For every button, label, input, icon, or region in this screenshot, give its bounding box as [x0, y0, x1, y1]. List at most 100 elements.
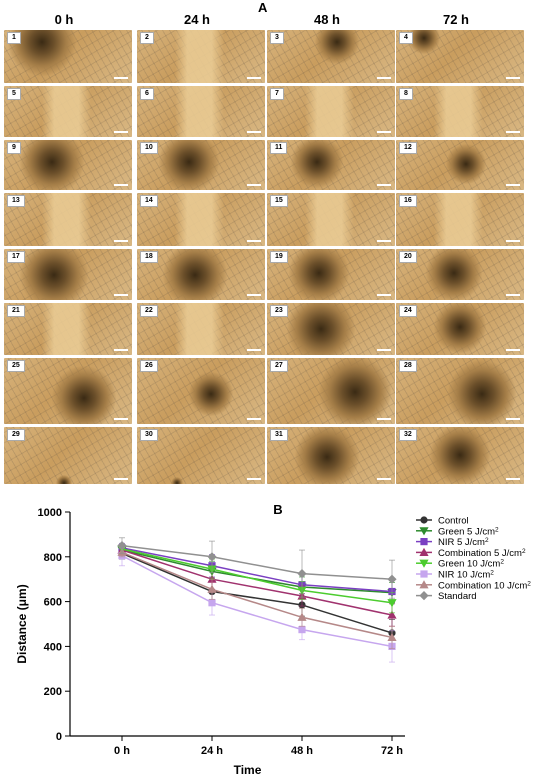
legend-label: Combination 10 J/cm2	[438, 580, 531, 592]
scratch-gap	[434, 193, 484, 246]
scale-bar	[506, 240, 520, 242]
tile-number: 23	[270, 305, 288, 317]
tile-number: 3	[270, 32, 284, 44]
y-axis-label: Distance (μm)	[15, 584, 29, 663]
scratch-center-spot	[446, 144, 486, 184]
micrograph-tile: 8	[396, 86, 524, 137]
legend-label: NIR 10 J/cm2	[438, 569, 494, 581]
scale-bar	[247, 294, 261, 296]
scale-bar	[114, 294, 128, 296]
y-tick-label: 0	[56, 731, 62, 743]
scratch-gap	[175, 303, 225, 355]
scratch-gap	[175, 30, 225, 83]
data-point	[387, 599, 397, 608]
series-line	[121, 544, 393, 580]
tile-number: 16	[399, 195, 417, 207]
micrograph-tile: 27	[267, 358, 395, 424]
legend-label: Combination 5 J/cm2	[438, 547, 526, 559]
micrograph-tile: 6	[137, 86, 265, 137]
legend-label-superscript: 2	[500, 558, 504, 565]
legend-marker	[419, 559, 429, 568]
micrograph-tile: 10	[137, 140, 265, 190]
tile-number: 24	[399, 305, 417, 317]
tile-number: 22	[140, 305, 158, 317]
scratch-gap	[42, 193, 92, 246]
tile-number: 10	[140, 142, 158, 154]
micrograph-tile: 26	[137, 358, 265, 424]
legend-label-superscript: 2	[485, 537, 489, 544]
tile-number: 5	[7, 88, 21, 100]
tile-number: 7	[270, 88, 284, 100]
scale-bar	[377, 131, 391, 133]
tile-number: 25	[7, 360, 25, 372]
legend-label-text: NIR 5 J/cm	[438, 537, 485, 548]
legend-label: Control	[438, 516, 469, 527]
tile-number: 29	[7, 429, 25, 441]
micrograph-tile: 24	[396, 303, 524, 355]
scale-bar	[114, 184, 128, 186]
scratch-gap	[305, 86, 355, 137]
column-header-48h: 48 h	[313, 12, 340, 27]
scale-bar	[506, 77, 520, 79]
micrograph-tile: 19	[267, 249, 395, 300]
scale-bar	[506, 131, 520, 133]
micrograph-tile: 32	[396, 427, 524, 484]
micrograph-tile: 13	[4, 193, 132, 246]
scale-bar	[114, 349, 128, 351]
scratch-gap	[42, 86, 92, 137]
data-point	[207, 584, 217, 593]
scale-bar	[506, 418, 520, 420]
tile-number: 9	[7, 142, 21, 154]
scratch-center-spot	[295, 427, 359, 484]
micrograph-tile: 2	[137, 30, 265, 83]
scratch-gap	[434, 86, 484, 137]
legend-label-superscript: 2	[527, 580, 531, 587]
micrograph-tile: 23	[267, 303, 395, 355]
scratch-center-spot	[20, 249, 88, 300]
tile-number: 30	[140, 429, 158, 441]
micrograph-tile: 21	[4, 303, 132, 355]
scratch-center-spot	[448, 360, 516, 424]
micrograph-tile: 14	[137, 193, 265, 246]
y-tick-label: 1000	[38, 507, 62, 519]
micrograph-tile: 29	[4, 427, 132, 484]
tile-number: 32	[399, 429, 417, 441]
column-header-72h: 72 h	[442, 12, 469, 27]
y-tick-label: 800	[44, 552, 62, 564]
scratch-center-spot	[163, 249, 227, 300]
scale-bar	[377, 77, 391, 79]
tile-number: 1	[7, 32, 21, 44]
tile-number: 8	[399, 88, 413, 100]
scratch-center-spot	[426, 249, 482, 300]
scratch-center-spot	[434, 303, 486, 353]
legend-label-superscript: 2	[495, 526, 499, 533]
scratch-center-spot	[159, 140, 219, 190]
scale-bar	[506, 478, 520, 480]
tile-number: 4	[399, 32, 413, 44]
legend-marker	[419, 547, 429, 556]
micrograph-tile: 20	[396, 249, 524, 300]
data-point	[207, 552, 217, 562]
panel-b-label: B	[273, 502, 282, 517]
tile-number: 6	[140, 88, 154, 100]
y-tick-label: 600	[44, 597, 62, 609]
micrograph-tile: 18	[137, 249, 265, 300]
legend-marker	[420, 538, 428, 546]
legend-marker	[419, 591, 429, 601]
scale-bar	[247, 349, 261, 351]
legend-label-text: Standard	[438, 591, 477, 602]
micrograph-tile: 30	[137, 427, 265, 484]
tile-number: 31	[270, 429, 288, 441]
micrograph-tile: 15	[267, 193, 395, 246]
legend-label-superscript: 2	[490, 569, 494, 576]
x-tick-label: 72 h	[381, 745, 403, 757]
scale-bar	[247, 77, 261, 79]
scratch-center-spot	[319, 358, 391, 424]
series-line	[121, 552, 393, 634]
tile-number: 21	[7, 305, 25, 317]
tile-number: 18	[140, 251, 158, 263]
scale-bar	[247, 131, 261, 133]
tile-number: 11	[270, 142, 288, 154]
scale-bar	[114, 131, 128, 133]
micrograph-tile: 4	[396, 30, 524, 83]
